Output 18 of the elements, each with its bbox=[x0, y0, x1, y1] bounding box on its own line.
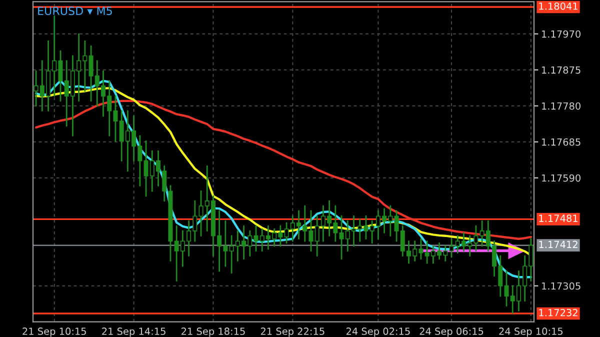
ref-line-label: 1.17481 bbox=[539, 214, 578, 222]
y-tick-label: 1.17590 bbox=[542, 174, 581, 182]
x-tick-label: 24 Sep 06:15 bbox=[420, 328, 484, 337]
ref-line-label: 1.18041 bbox=[539, 2, 578, 10]
chart-title: EURUSD ▾ M5 bbox=[38, 6, 112, 16]
x-tick-label: 21 Sep 22:15 bbox=[260, 328, 324, 337]
ref-line-label: 1.17412 bbox=[539, 240, 578, 248]
y-tick-label: 1.17305 bbox=[542, 282, 580, 290]
y-tick-label: 1.17970 bbox=[542, 30, 581, 38]
ref-line-label: 1.17232 bbox=[539, 308, 578, 316]
x-tick-label: 24 Sep 10:15 bbox=[499, 328, 563, 337]
x-tick-label: 21 Sep 18:15 bbox=[182, 328, 245, 337]
y-tick-label: 1.17780 bbox=[542, 102, 581, 110]
y-tick-label: 1.17685 bbox=[542, 138, 580, 146]
y-tick-label: 1.17875 bbox=[542, 66, 580, 74]
x-tick-label: 24 Sep 02:15 bbox=[346, 328, 410, 337]
x-tick-label: 21 Sep 14:15 bbox=[102, 328, 166, 337]
x-tick-label: 21 Sep 10:15 bbox=[22, 328, 86, 337]
